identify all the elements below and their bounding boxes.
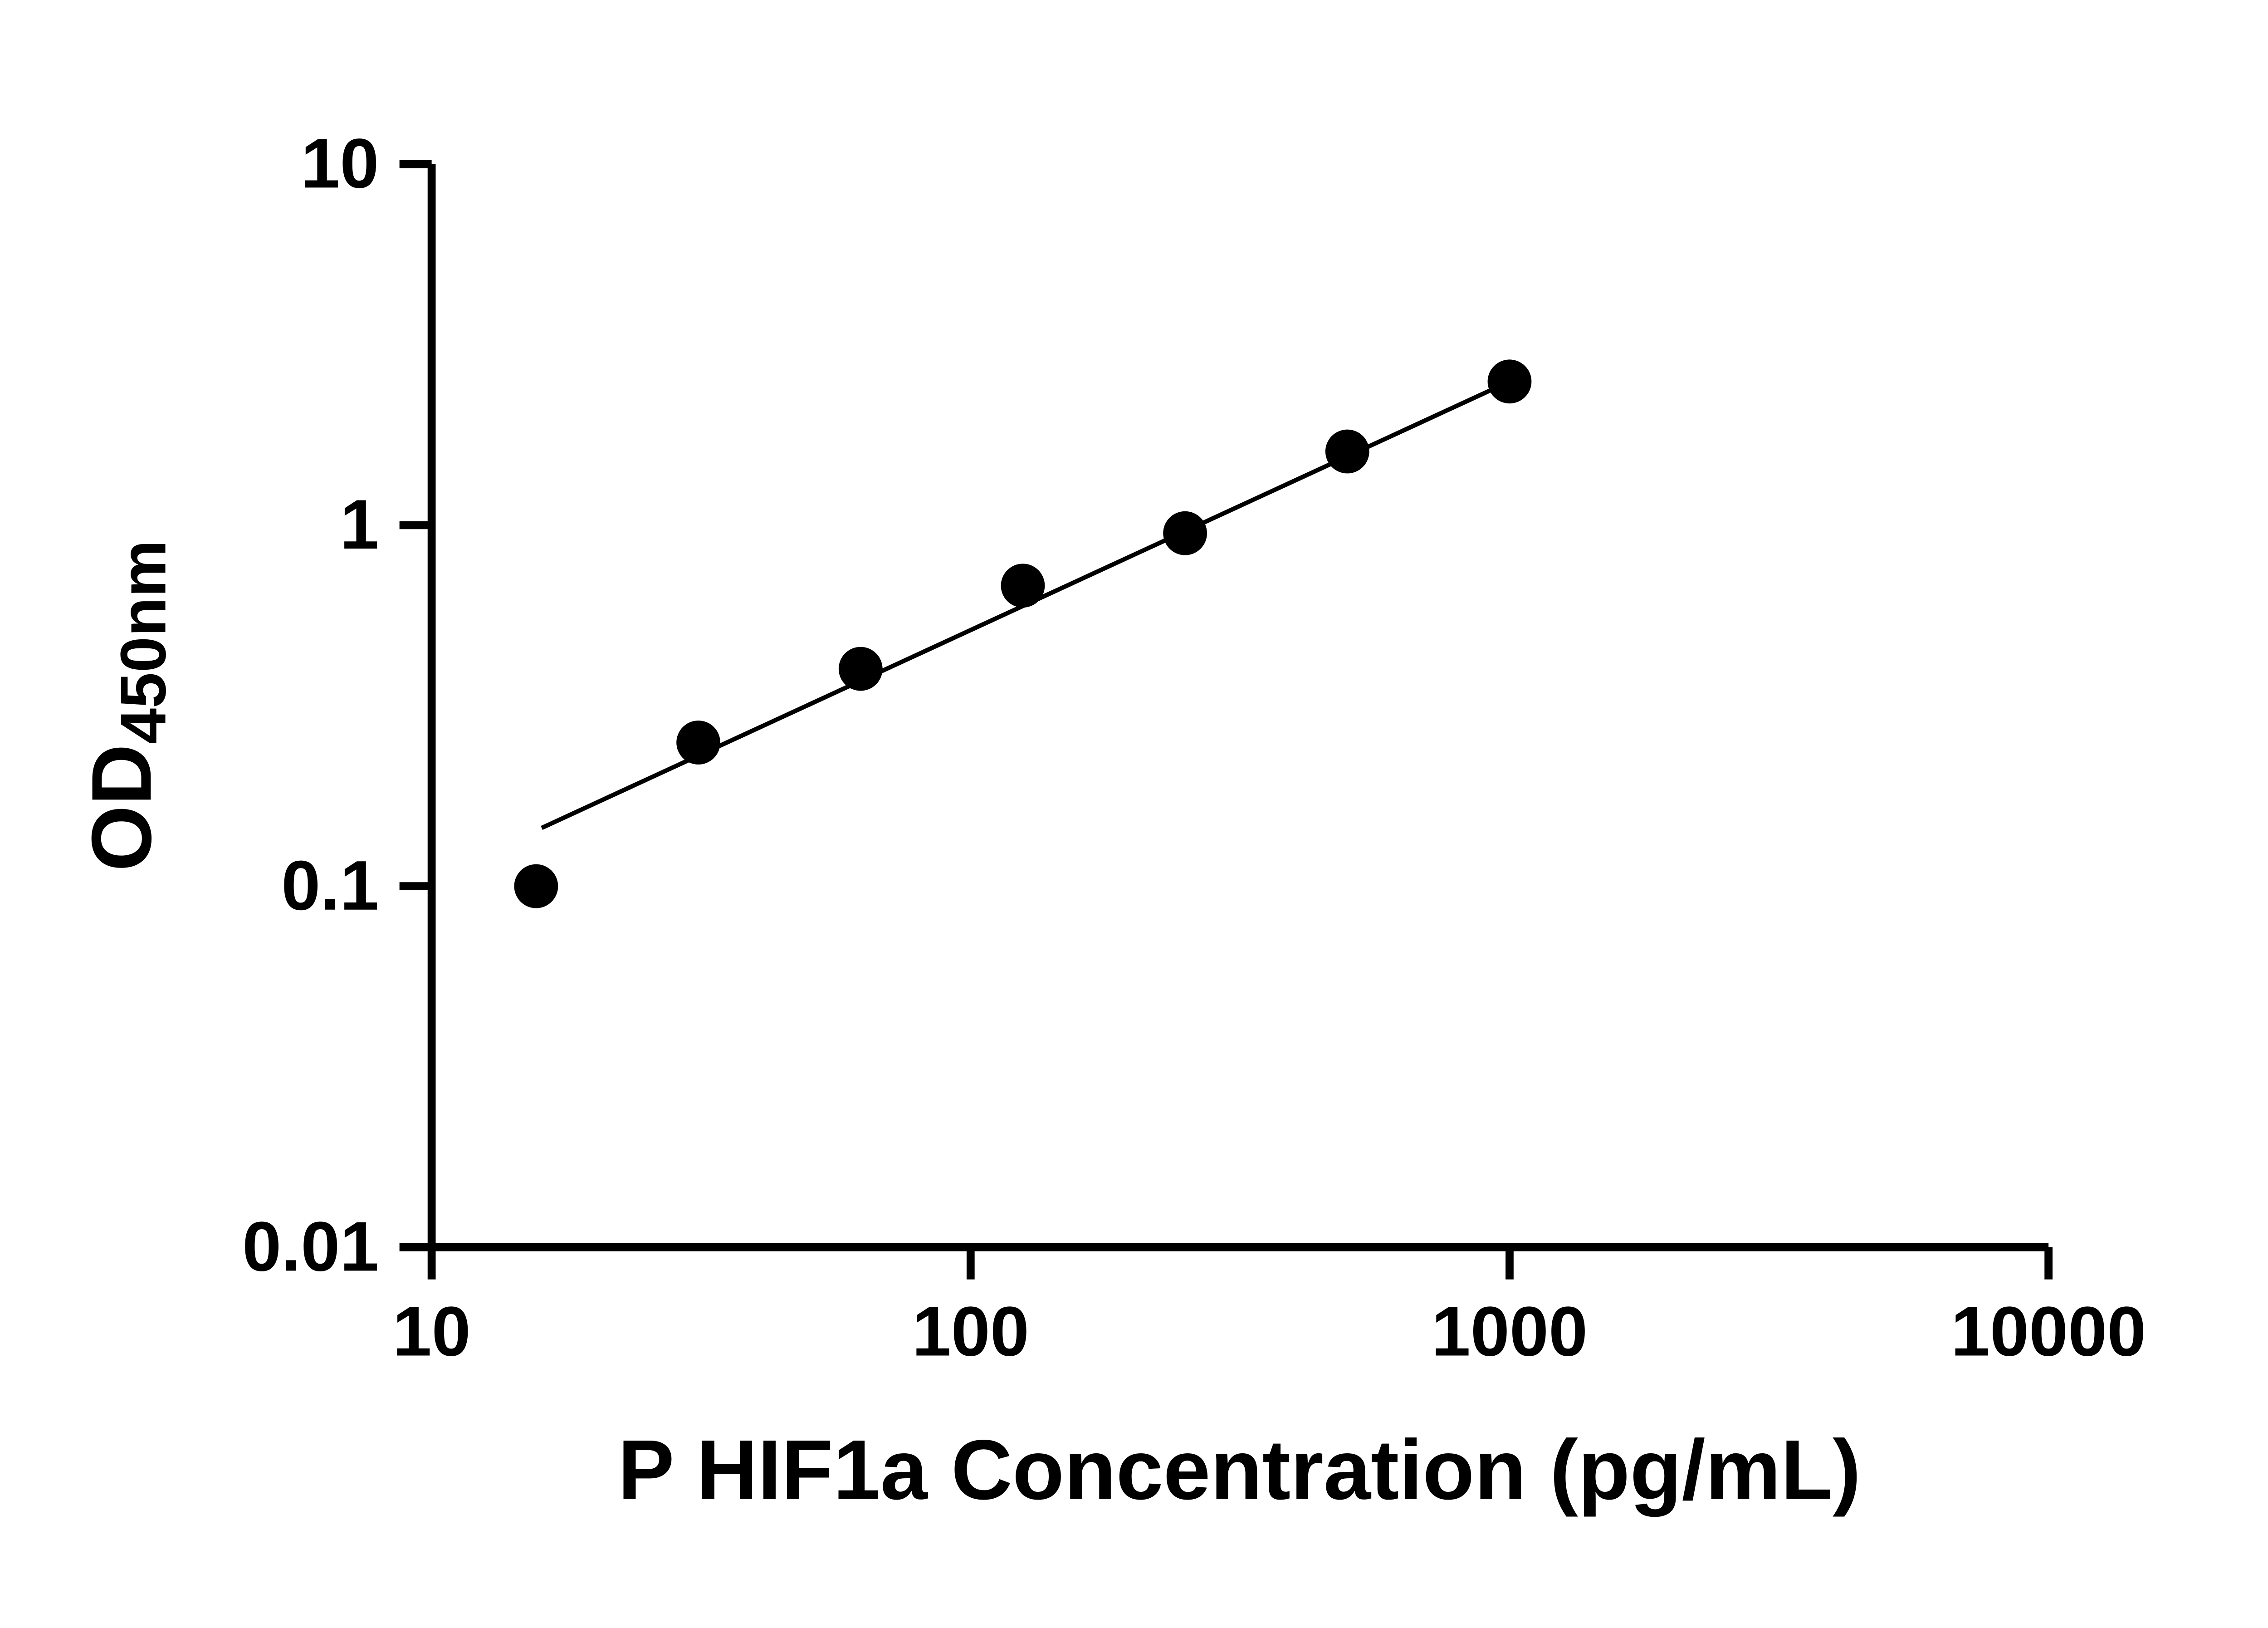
data-point <box>1325 429 1369 474</box>
y-tick-label: 10 <box>301 124 379 202</box>
data-points-layer <box>514 359 1532 908</box>
axis-lines <box>427 164 2049 1251</box>
x-tick-label: 10000 <box>1951 1292 2146 1371</box>
tick-labels: 10 100 1000 10000 10 1 0.1 0.01 <box>242 124 2146 1370</box>
x-tick-label: 10 <box>393 1292 471 1371</box>
data-point <box>514 864 558 908</box>
data-point <box>838 647 883 691</box>
data-point <box>676 721 720 765</box>
x-tick-label: 100 <box>912 1292 1029 1371</box>
y-tick-label: 0.1 <box>281 846 379 925</box>
data-point <box>1001 564 1045 608</box>
data-point <box>1163 511 1207 555</box>
y-axis-label: OD450nm <box>74 540 179 871</box>
x-axis-label: P HIF1a Concentration (pg/mL) <box>618 1422 1861 1517</box>
y-axis-label-subscript: 450nm <box>108 540 180 744</box>
x-tick-label: 1000 <box>1432 1292 1588 1371</box>
y-axis-label-base: OD <box>74 744 169 872</box>
y-tick-label: 0.01 <box>242 1207 379 1285</box>
y-tick-label: 1 <box>340 485 379 564</box>
axes <box>399 160 2053 1280</box>
data-point <box>1487 359 1532 404</box>
